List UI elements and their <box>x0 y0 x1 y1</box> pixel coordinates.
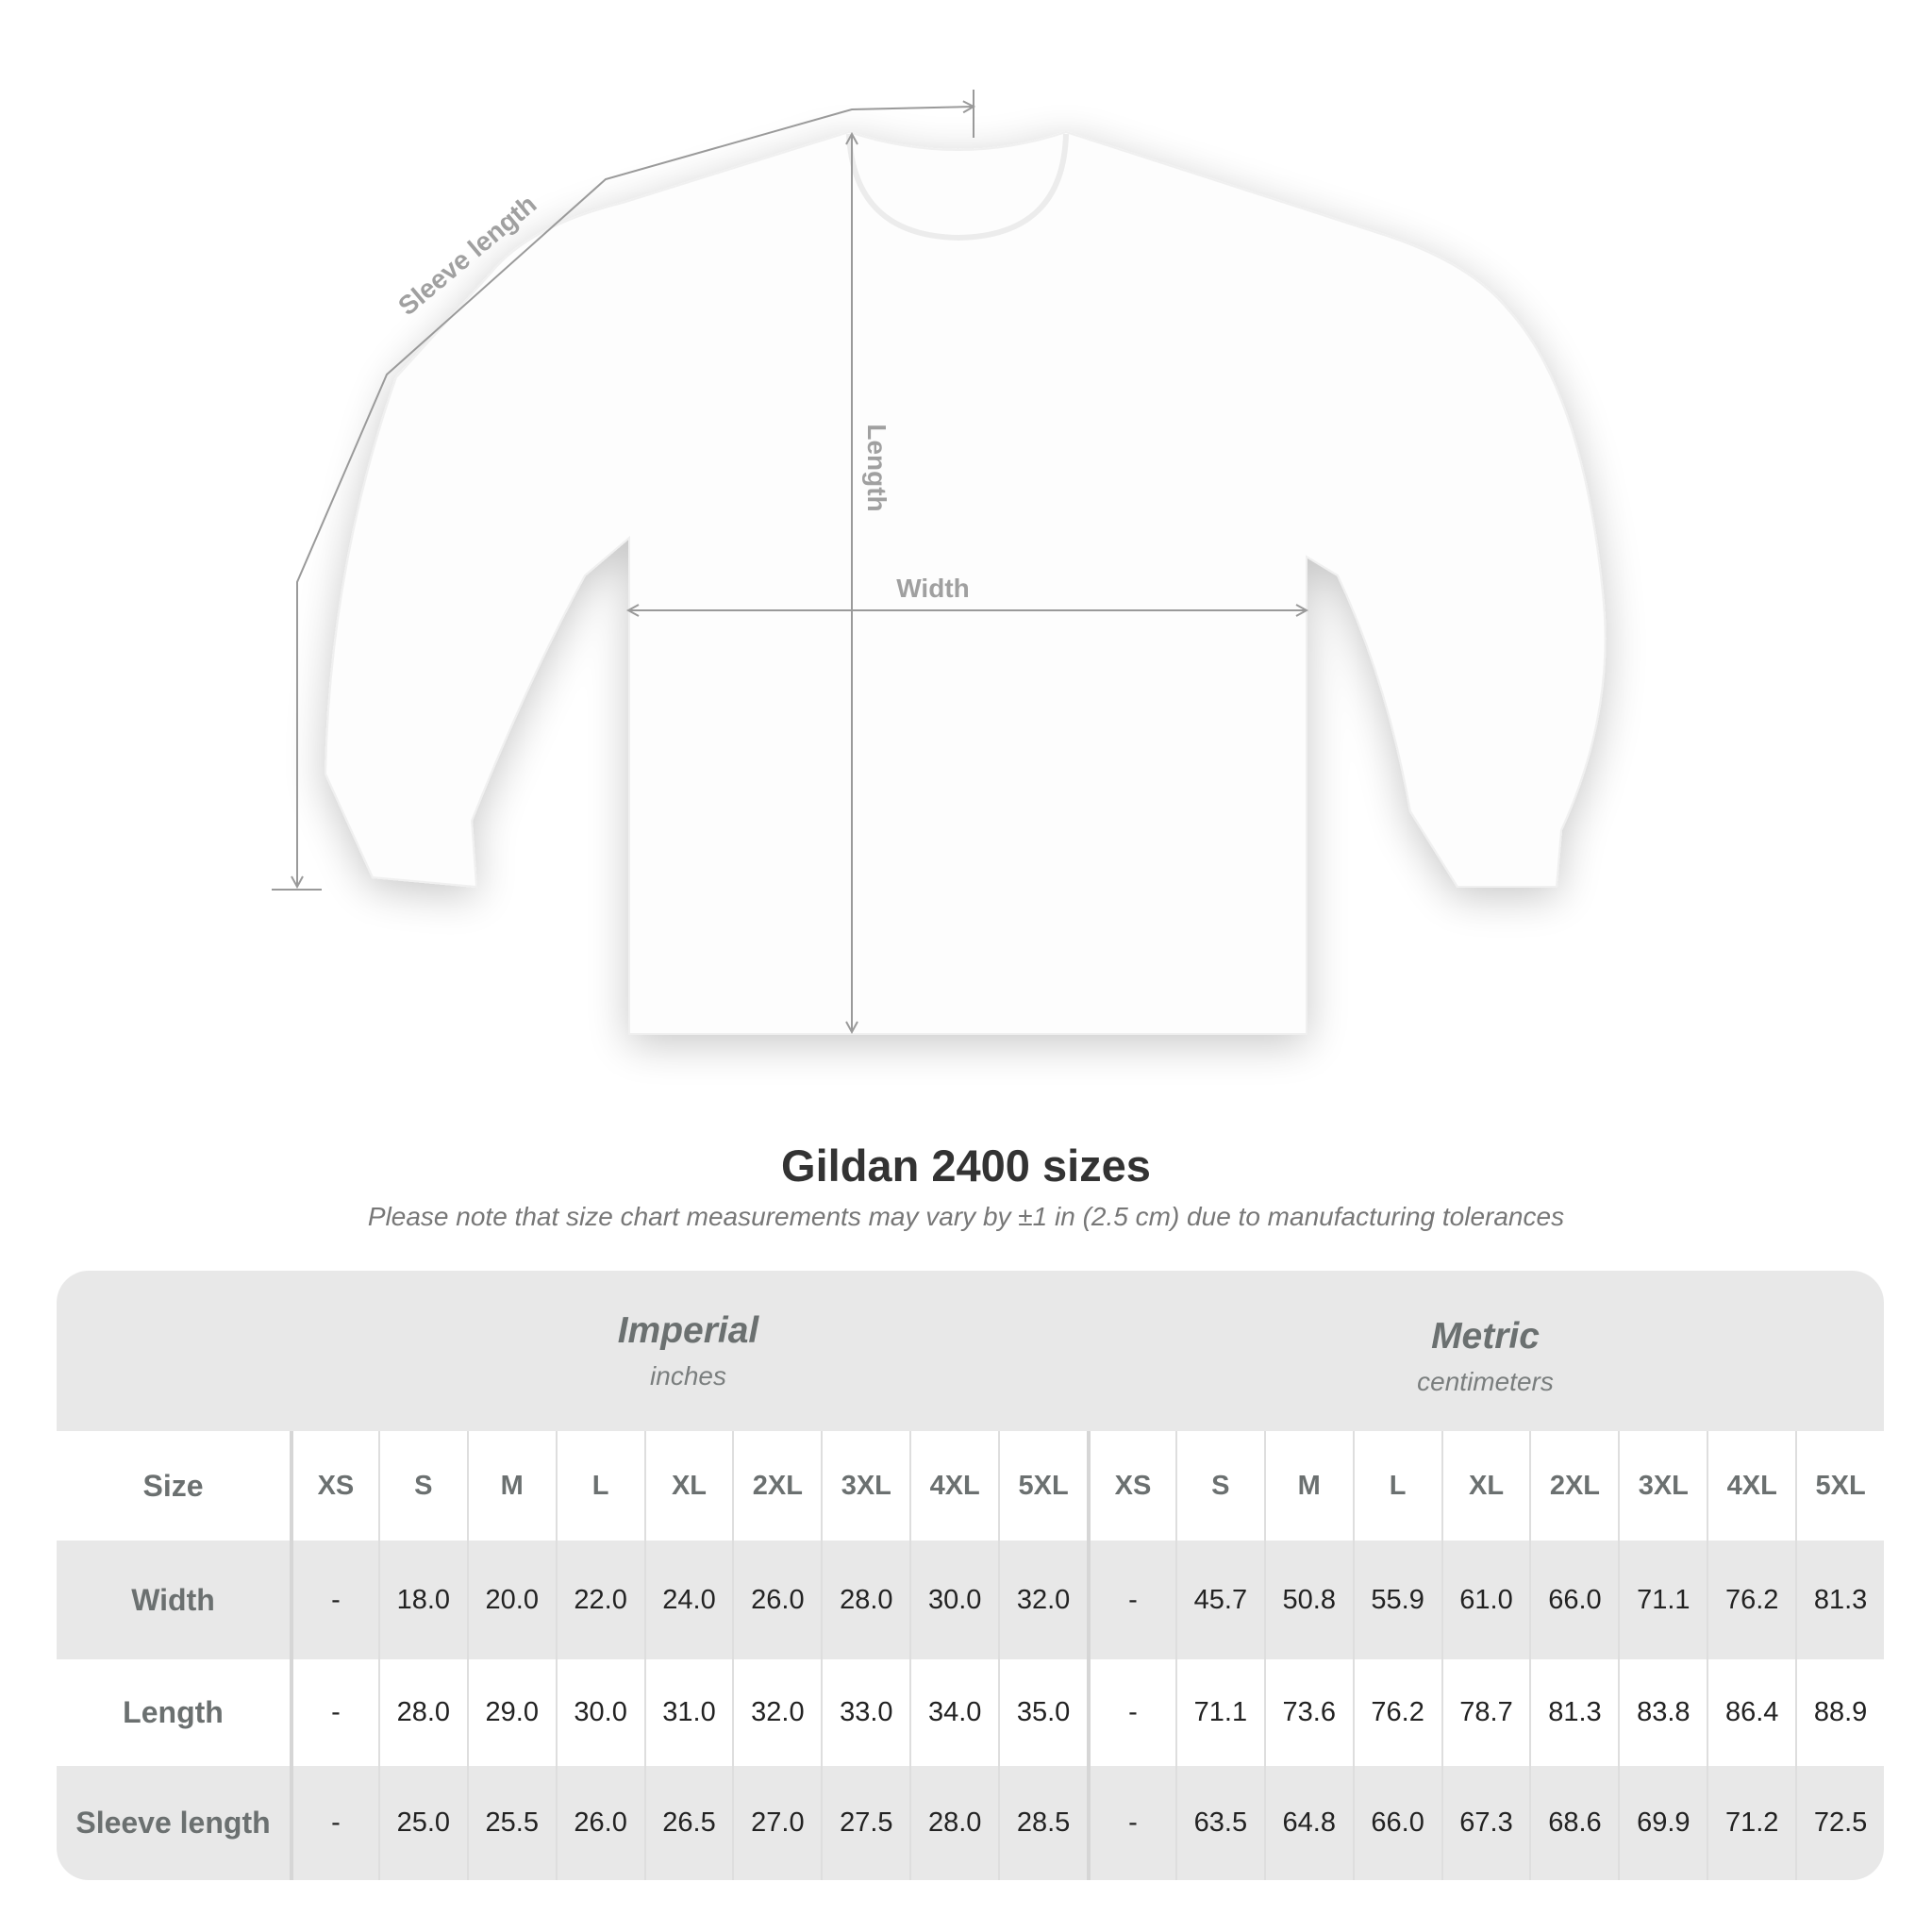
size-table: Imperial inches Metric centimeters Size X… <box>57 1271 1884 1880</box>
imperial-value-cell: 26.0 <box>732 1541 821 1659</box>
imperial-value-cell: 26.5 <box>643 1766 733 1880</box>
metric-value-cell: 66.0 <box>1352 1766 1441 1880</box>
metric-value-cell: 50.8 <box>1263 1541 1353 1659</box>
metric-size-header: 2XL <box>1529 1431 1618 1541</box>
metric-size-header: 3XL <box>1618 1431 1707 1541</box>
size-label: Size <box>142 1468 204 1503</box>
size-header-row: Size XS S M L XL 2XL 3XL 4XL 5XL XS S M L XL 2XL 3XL 4XL 5… <box>57 1431 1884 1541</box>
imperial-value-cell: 22.0 <box>555 1541 644 1659</box>
imperial-value-cell: - <box>290 1541 378 1659</box>
metric-size-header: 5XL <box>1795 1431 1884 1541</box>
imperial-value-cell: 25.5 <box>466 1766 556 1880</box>
imperial-value-cell: 28.0 <box>909 1766 998 1880</box>
imperial-value-cell: 30.0 <box>555 1659 644 1766</box>
metric-value-cell: 71.2 <box>1707 1766 1795 1880</box>
imperial-value-cell: 27.5 <box>821 1766 909 1880</box>
imperial-size-header: 3XL <box>821 1431 909 1541</box>
metric-value-cell: 86.4 <box>1707 1659 1795 1766</box>
imperial-value-cell: 34.0 <box>909 1659 998 1766</box>
metric-size-header: L <box>1352 1431 1441 1541</box>
metric-value-cell: 83.8 <box>1618 1659 1707 1766</box>
imperial-size-header: S <box>377 1431 467 1541</box>
metric-size-header: 4XL <box>1707 1431 1795 1541</box>
metric-unit: centimeters <box>1417 1367 1554 1396</box>
imperial-value-cell: 32.0 <box>732 1659 821 1766</box>
imperial-value-cell: 28.0 <box>377 1659 467 1766</box>
imperial-value-cell: 25.0 <box>377 1766 467 1880</box>
imperial-label: Imperial <box>617 1310 759 1351</box>
imperial-header: Imperial inches <box>290 1271 1087 1471</box>
imperial-size-header: 4XL <box>909 1431 998 1541</box>
table-row: Width -18.0 20.0 22.0 24.0 26.0 28.0 30.0 32.0-4… <box>57 1541 1884 1659</box>
imperial-size-header: XL <box>643 1431 733 1541</box>
metric-value-cell: 71.1 <box>1618 1541 1707 1659</box>
metric-value-cell: - <box>1087 1541 1175 1659</box>
imperial-size-header: XS <box>290 1431 378 1541</box>
metric-size-header: XL <box>1441 1431 1530 1541</box>
metric-value-cell: 81.3 <box>1529 1659 1618 1766</box>
metric-value-cell: 88.9 <box>1795 1659 1884 1766</box>
metric-value-cell: 78.7 <box>1441 1659 1530 1766</box>
metric-value-cell: 72.5 <box>1795 1766 1884 1880</box>
imperial-size-header: 2XL <box>732 1431 821 1541</box>
imperial-size-header: M <box>466 1431 556 1541</box>
metric-value-cell: 63.5 <box>1174 1766 1264 1880</box>
length-label: Length <box>862 424 891 511</box>
metric-value-cell: 68.6 <box>1529 1766 1618 1880</box>
table-row: Sleeve length -25.0 25.5 26.0 26.5 27.0 27.5 28… <box>57 1766 1884 1880</box>
row-label: Length <box>123 1695 224 1729</box>
metric-size-header: M <box>1263 1431 1353 1541</box>
metric-value-cell: - <box>1087 1766 1175 1880</box>
metric-value-cell: 64.8 <box>1263 1766 1353 1880</box>
imperial-value-cell: 35.0 <box>998 1659 1087 1766</box>
imperial-value-cell: 29.0 <box>466 1659 556 1766</box>
page-title: Gildan 2400 sizes <box>781 1141 1151 1191</box>
imperial-size-header: 5XL <box>998 1431 1087 1541</box>
metric-value-cell: 45.7 <box>1174 1541 1264 1659</box>
imperial-value-cell: 33.0 <box>821 1659 909 1766</box>
tolerance-note: Please note that size chart measurements… <box>367 1202 1565 1231</box>
row-label: Sleeve length <box>75 1806 271 1840</box>
metric-label: Metric <box>1431 1316 1540 1357</box>
metric-size-header: XS <box>1087 1431 1175 1541</box>
sleeve-measure-line <box>297 107 974 887</box>
imperial-value-cell: 32.0 <box>998 1541 1087 1659</box>
metric-value-cell: 73.6 <box>1263 1659 1353 1766</box>
row-label: Width <box>131 1582 215 1617</box>
metric-value-cell: 71.1 <box>1174 1659 1264 1766</box>
imperial-value-cell: 31.0 <box>643 1659 733 1766</box>
imperial-value-cell: 20.0 <box>466 1541 556 1659</box>
metric-value-cell: 55.9 <box>1352 1541 1441 1659</box>
metric-value-cell: - <box>1087 1659 1175 1766</box>
metric-value-cell: 76.2 <box>1707 1541 1795 1659</box>
metric-value-cell: 76.2 <box>1352 1659 1441 1766</box>
imperial-size-header: L <box>555 1431 644 1541</box>
imperial-value-cell: 28.0 <box>821 1541 909 1659</box>
imperial-value-cell: 26.0 <box>555 1766 644 1880</box>
imperial-value-cell: - <box>290 1766 378 1880</box>
metric-header: Metric centimeters <box>1087 1271 1884 1476</box>
metric-value-cell: 67.3 <box>1441 1766 1530 1880</box>
imperial-value-cell: 28.5 <box>998 1766 1087 1880</box>
table-row: Length -28.0 29.0 30.0 31.0 32.0 33.0 34.0 35.0-… <box>57 1659 1884 1766</box>
metric-size-header: S <box>1174 1431 1264 1541</box>
imperial-value-cell: 18.0 <box>377 1541 467 1659</box>
imperial-value-cell: 24.0 <box>643 1541 733 1659</box>
metric-value-cell: 66.0 <box>1529 1541 1618 1659</box>
imperial-value-cell: - <box>290 1659 378 1766</box>
imperial-unit: inches <box>650 1361 726 1391</box>
width-label: Width <box>896 574 970 603</box>
metric-value-cell: 61.0 <box>1441 1541 1530 1659</box>
metric-value-cell: 69.9 <box>1618 1766 1707 1880</box>
metric-value-cell: 81.3 <box>1795 1541 1884 1659</box>
imperial-value-cell: 27.0 <box>732 1766 821 1880</box>
shirt-diagram: Sleeve length Length Width <box>272 90 1607 1035</box>
imperial-value-cell: 30.0 <box>909 1541 998 1659</box>
